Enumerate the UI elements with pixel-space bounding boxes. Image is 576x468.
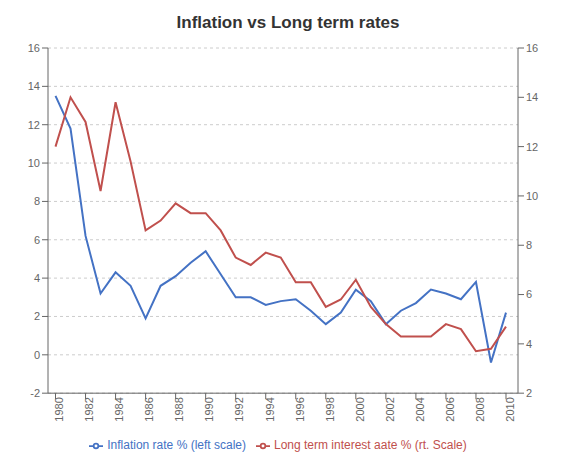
svg-text:2004: 2004 [414,397,426,421]
html-text:Inflation vs Long term rates: Inflation vs Long term rates [176,13,400,32]
svg-text:1988: 1988 [173,397,185,421]
svg-text:1984: 1984 [113,397,125,421]
svg-text:2010: 2010 [504,397,516,421]
html-text:Inflation rate % (left scale): Inflation rate % (left scale) [107,438,246,453]
svg-text:1982: 1982 [83,397,95,421]
svg-text:16: 16 [526,42,538,54]
svg-text:12: 12 [526,141,538,153]
svg-text:1986: 1986 [143,397,155,421]
svg-text:8: 8 [34,195,40,207]
svg-text:6: 6 [526,288,532,300]
svg-text:1992: 1992 [234,397,246,421]
svg-text:1990: 1990 [203,397,215,421]
svg-text:0: 0 [34,349,40,361]
svg-text:10: 10 [28,157,40,169]
svg-text:1980: 1980 [53,397,65,421]
svg-text:-2: -2 [30,387,40,399]
svg-text:2006: 2006 [444,397,456,421]
svg-text:2: 2 [34,310,40,322]
svg-text:12: 12 [28,119,40,131]
svg-text:1996: 1996 [294,397,306,421]
svg-text:4: 4 [34,272,40,284]
svg-text:2000: 2000 [354,397,366,421]
svg-text:2008: 2008 [474,397,486,421]
svg-text:4: 4 [526,338,532,350]
svg-text:10: 10 [526,190,538,202]
svg-text:6: 6 [34,234,40,246]
svg-text:2002: 2002 [384,397,396,421]
svg-text:1994: 1994 [264,397,276,421]
svg-text:16: 16 [28,42,40,54]
svg-text:8: 8 [526,239,532,251]
svg-text:1998: 1998 [324,397,336,421]
svg-text:14: 14 [28,80,40,92]
svg-text:14: 14 [526,91,538,103]
svg-text:2: 2 [526,387,532,399]
html-text:Long term interest aate % (rt.: Long term interest aate % (rt. Scale) [274,438,467,453]
